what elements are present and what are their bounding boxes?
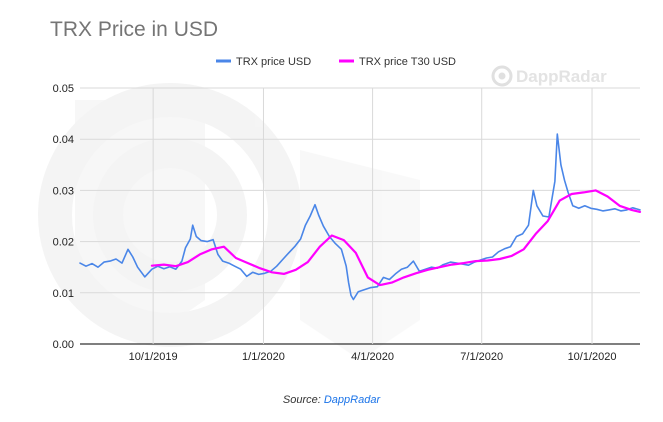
y-tick-label: 0.01: [53, 288, 74, 300]
y-tick-label: 0.04: [53, 134, 74, 146]
watermark-brand: DappRadar: [491, 65, 607, 87]
watermark-text: DappRadar: [516, 67, 607, 86]
watermark-logo-icon: [38, 83, 420, 360]
x-tick-label: 1/1/2020: [242, 351, 285, 363]
chart-title: TRX Price in USD: [50, 18, 218, 41]
x-tick-label: 10/1/2020: [568, 351, 617, 363]
legend-label-trx-price: TRX price USD: [236, 56, 311, 68]
gridlines: [80, 87, 640, 345]
series-layer: [79, 133, 642, 301]
x-axis: 10/1/2019 1/1/2020 4/1/2020 7/1/2020 10/1/20…: [129, 351, 617, 363]
y-tick-label: 0.05: [53, 83, 74, 95]
dappradar-logo-icon: [491, 65, 513, 87]
y-tick-label: 0.03: [53, 185, 74, 197]
x-tick-label: 4/1/2020: [351, 351, 394, 363]
legend: TRX price USD TRX price T30 USD: [216, 56, 456, 68]
source-caption: Source: DappRadar: [0, 394, 663, 406]
y-axis: 0.00 0.01 0.02 0.03 0.04 0.05: [53, 83, 74, 351]
y-tick-label: 0.00: [53, 339, 74, 351]
x-tick-label: 7/1/2020: [460, 351, 503, 363]
source-caption-prefix: Source:: [282, 394, 324, 406]
source-link[interactable]: DappRadar: [323, 394, 381, 406]
series-line-trx-t30: [150, 189, 642, 287]
chart: DappRadar TRX Price in USD TRX price USD…: [38, 18, 642, 363]
legend-label-trx-t30: TRX price T30 USD: [359, 56, 456, 68]
series-line-trx-price: [79, 133, 641, 301]
x-tick-label: 10/1/2019: [129, 351, 178, 363]
y-tick-label: 0.02: [53, 237, 74, 249]
